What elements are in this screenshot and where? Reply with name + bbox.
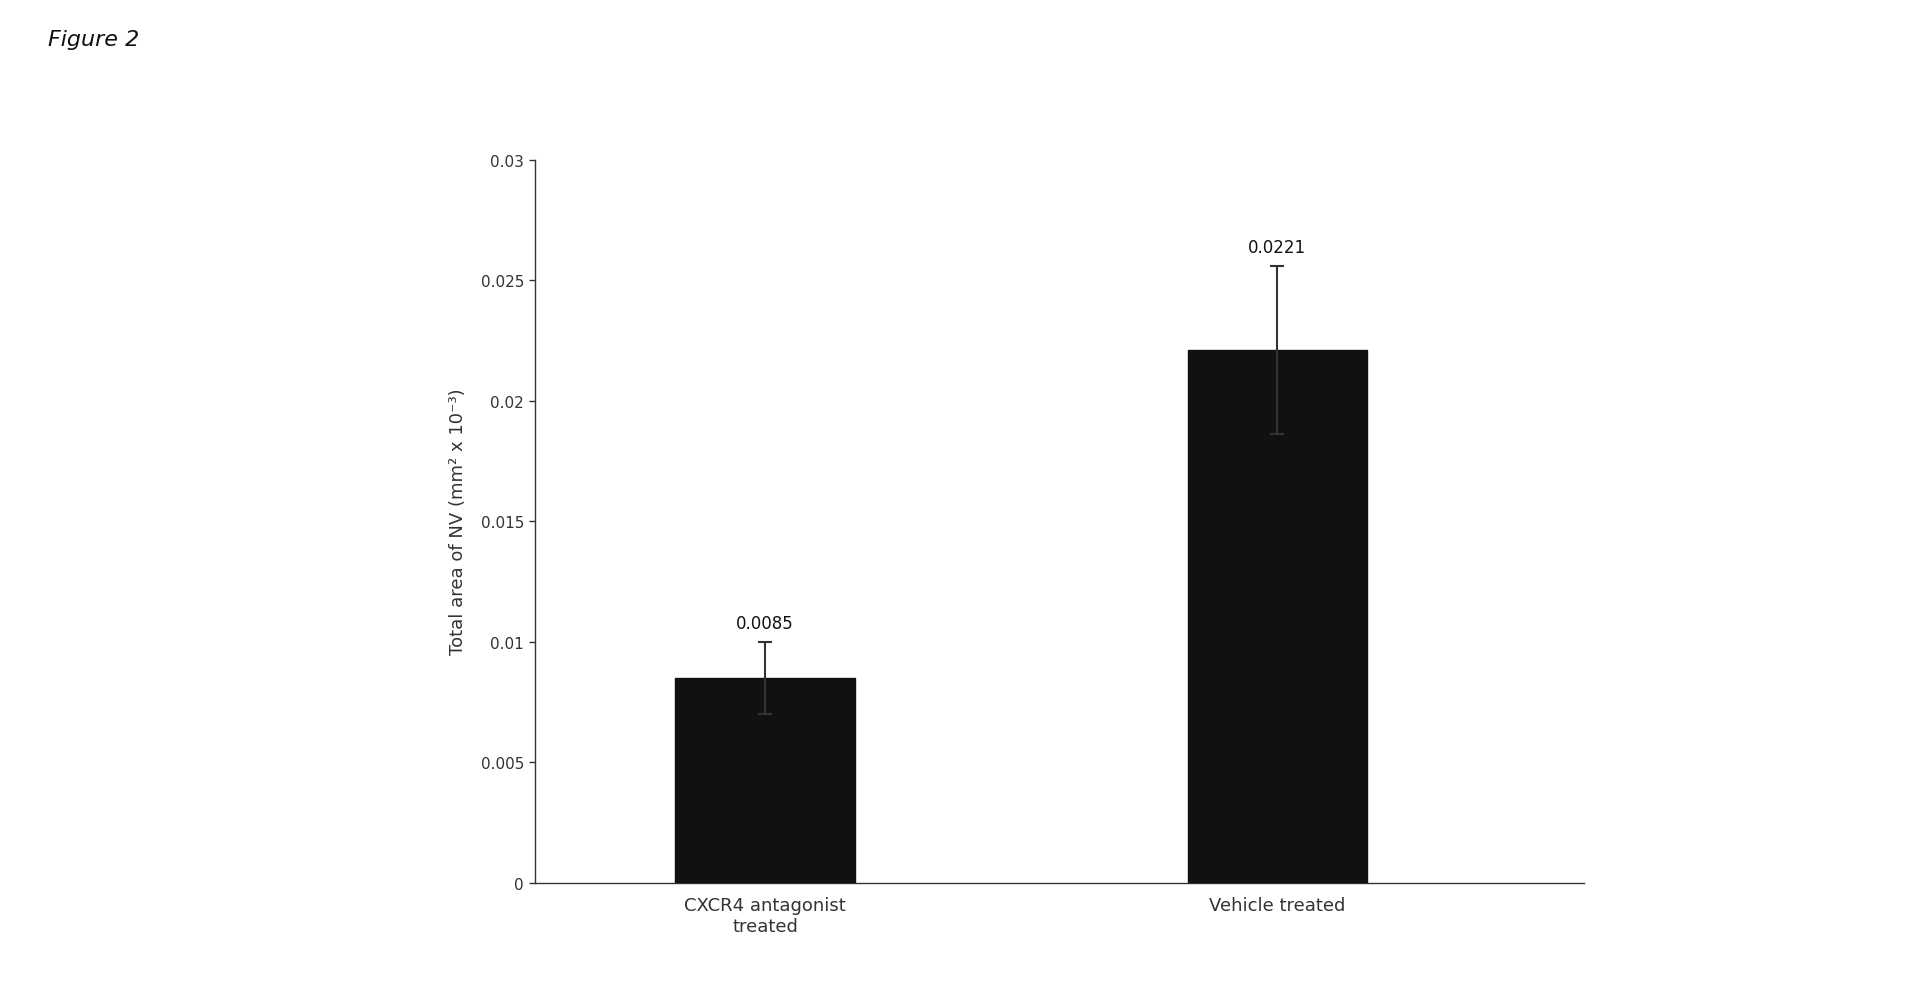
Text: 0.0221: 0.0221 xyxy=(1248,239,1306,257)
Y-axis label: Total area of NV (mm² x 10⁻³): Total area of NV (mm² x 10⁻³) xyxy=(449,388,468,655)
Bar xyxy=(676,678,855,883)
Text: Figure 2: Figure 2 xyxy=(48,30,139,50)
Text: 0.0085: 0.0085 xyxy=(737,614,794,632)
Bar xyxy=(1187,351,1367,883)
